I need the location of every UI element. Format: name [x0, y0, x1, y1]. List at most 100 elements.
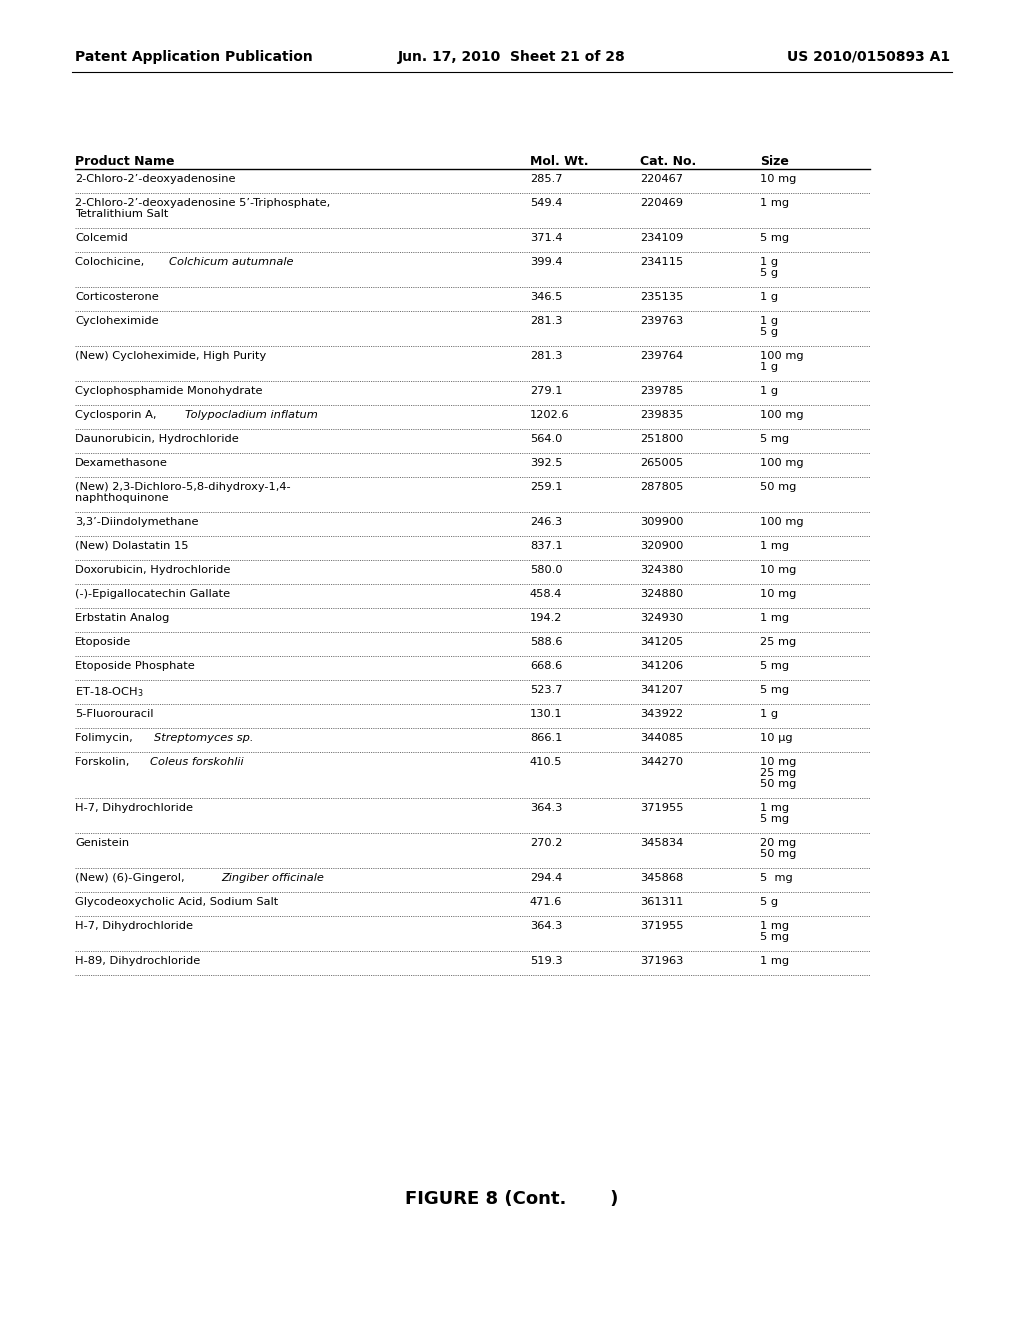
Text: 5 mg: 5 mg [760, 661, 790, 671]
Text: H-89, Dihydrochloride: H-89, Dihydrochloride [75, 956, 201, 966]
Text: 10 mg: 10 mg [760, 174, 797, 183]
Text: 287805: 287805 [640, 482, 683, 492]
Text: 588.6: 588.6 [530, 638, 562, 647]
Text: 324880: 324880 [640, 589, 683, 599]
Text: 458.4: 458.4 [530, 589, 562, 599]
Text: 5 mg: 5 mg [760, 234, 790, 243]
Text: 239785: 239785 [640, 385, 683, 396]
Text: 130.1: 130.1 [530, 709, 562, 719]
Text: 10 mg: 10 mg [760, 756, 797, 767]
Text: Folimycin,: Folimycin, [75, 733, 136, 743]
Text: 20 mg: 20 mg [760, 838, 797, 847]
Text: 1 g: 1 g [760, 315, 778, 326]
Text: 341207: 341207 [640, 685, 683, 696]
Text: 1 g: 1 g [760, 709, 778, 719]
Text: 346.5: 346.5 [530, 292, 562, 302]
Text: 580.0: 580.0 [530, 565, 562, 576]
Text: 220469: 220469 [640, 198, 683, 209]
Text: US 2010/0150893 A1: US 2010/0150893 A1 [786, 50, 950, 63]
Text: 361311: 361311 [640, 898, 683, 907]
Text: 25 mg: 25 mg [760, 768, 797, 777]
Text: 5 mg: 5 mg [760, 685, 790, 696]
Text: Product Name: Product Name [75, 154, 174, 168]
Text: 668.6: 668.6 [530, 661, 562, 671]
Text: 279.1: 279.1 [530, 385, 562, 396]
Text: Forskolin,: Forskolin, [75, 756, 133, 767]
Text: 1 g: 1 g [760, 385, 778, 396]
Text: 281.3: 281.3 [530, 351, 562, 360]
Text: Zingiber officinale: Zingiber officinale [221, 873, 324, 883]
Text: H-7, Dihydrochloride: H-7, Dihydrochloride [75, 803, 193, 813]
Text: 5 g: 5 g [760, 327, 778, 337]
Text: 371963: 371963 [640, 956, 683, 966]
Text: 5 g: 5 g [760, 268, 778, 279]
Text: 50 mg: 50 mg [760, 849, 797, 859]
Text: 2-Chloro-2’-deoxyadenosine 5’-Triphosphate,: 2-Chloro-2’-deoxyadenosine 5’-Triphospha… [75, 198, 331, 209]
Text: (New) Cycloheximide, High Purity: (New) Cycloheximide, High Purity [75, 351, 266, 360]
Text: 100 mg: 100 mg [760, 458, 804, 469]
Text: Etoposide: Etoposide [75, 638, 131, 647]
Text: 235135: 235135 [640, 292, 683, 302]
Text: 251800: 251800 [640, 434, 683, 444]
Text: 341206: 341206 [640, 661, 683, 671]
Text: Tolypocladium inflatum: Tolypocladium inflatum [185, 411, 317, 420]
Text: 1 mg: 1 mg [760, 956, 790, 966]
Text: Doxorubicin, Hydrochloride: Doxorubicin, Hydrochloride [75, 565, 230, 576]
Text: Genistein: Genistein [75, 838, 129, 847]
Text: 523.7: 523.7 [530, 685, 562, 696]
Text: 1 g: 1 g [760, 292, 778, 302]
Text: 259.1: 259.1 [530, 482, 562, 492]
Text: 50 mg: 50 mg [760, 482, 797, 492]
Text: 399.4: 399.4 [530, 257, 562, 267]
Text: naphthoquinone: naphthoquinone [75, 492, 169, 503]
Text: 5 mg: 5 mg [760, 434, 790, 444]
Text: Etoposide Phosphate: Etoposide Phosphate [75, 661, 195, 671]
Text: 25 mg: 25 mg [760, 638, 797, 647]
Text: 220467: 220467 [640, 174, 683, 183]
Text: (New) (6)-Gingerol,: (New) (6)-Gingerol, [75, 873, 188, 883]
Text: 345868: 345868 [640, 873, 683, 883]
Text: 371955: 371955 [640, 803, 683, 813]
Text: (-)-Epigallocatechin Gallate: (-)-Epigallocatechin Gallate [75, 589, 230, 599]
Text: 1 mg: 1 mg [760, 612, 790, 623]
Text: 1 mg: 1 mg [760, 921, 790, 931]
Text: 5-Fluorouracil: 5-Fluorouracil [75, 709, 154, 719]
Text: Dexamethasone: Dexamethasone [75, 458, 168, 469]
Text: Corticosterone: Corticosterone [75, 292, 159, 302]
Text: 837.1: 837.1 [530, 541, 562, 550]
Text: 10 μg: 10 μg [760, 733, 793, 743]
Text: 10 mg: 10 mg [760, 565, 797, 576]
Text: 343922: 343922 [640, 709, 683, 719]
Text: 239764: 239764 [640, 351, 683, 360]
Text: (New) 2,3-Dichloro-5,8-dihydroxy-1,4-: (New) 2,3-Dichloro-5,8-dihydroxy-1,4- [75, 482, 291, 492]
Text: 364.3: 364.3 [530, 803, 562, 813]
Text: 364.3: 364.3 [530, 921, 562, 931]
Text: 1 mg: 1 mg [760, 541, 790, 550]
Text: 50 mg: 50 mg [760, 779, 797, 789]
Text: 5 mg: 5 mg [760, 814, 790, 824]
Text: Cycloheximide: Cycloheximide [75, 315, 159, 326]
Text: Daunorubicin, Hydrochloride: Daunorubicin, Hydrochloride [75, 434, 239, 444]
Text: Glycodeoxycholic Acid, Sodium Salt: Glycodeoxycholic Acid, Sodium Salt [75, 898, 279, 907]
Text: 5 mg: 5 mg [760, 932, 790, 942]
Text: 1 g: 1 g [760, 362, 778, 372]
Text: Mol. Wt.: Mol. Wt. [530, 154, 589, 168]
Text: 344085: 344085 [640, 733, 683, 743]
Text: 100 mg: 100 mg [760, 411, 804, 420]
Text: 324380: 324380 [640, 565, 683, 576]
Text: Colcemid: Colcemid [75, 234, 128, 243]
Text: 344270: 344270 [640, 756, 683, 767]
Text: 341205: 341205 [640, 638, 683, 647]
Text: 285.7: 285.7 [530, 174, 562, 183]
Text: 234109: 234109 [640, 234, 683, 243]
Text: 265005: 265005 [640, 458, 683, 469]
Text: 239835: 239835 [640, 411, 683, 420]
Text: Patent Application Publication: Patent Application Publication [75, 50, 312, 63]
Text: FIGURE 8 (Cont.       ): FIGURE 8 (Cont. ) [406, 1191, 618, 1208]
Text: 100 mg: 100 mg [760, 351, 804, 360]
Text: Erbstatin Analog: Erbstatin Analog [75, 612, 169, 623]
Text: Jun. 17, 2010  Sheet 21 of 28: Jun. 17, 2010 Sheet 21 of 28 [398, 50, 626, 63]
Text: 309900: 309900 [640, 517, 683, 527]
Text: 100 mg: 100 mg [760, 517, 804, 527]
Text: 549.4: 549.4 [530, 198, 562, 209]
